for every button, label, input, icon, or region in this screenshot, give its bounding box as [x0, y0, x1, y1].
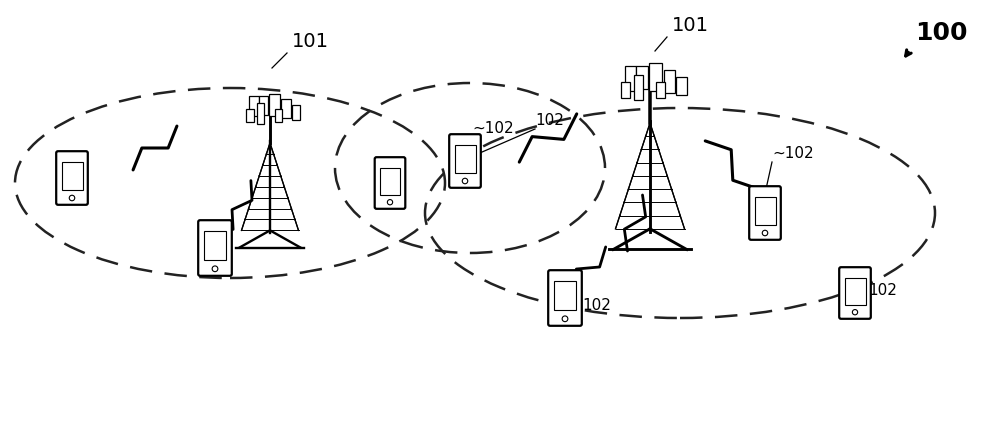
Bar — [454, 145, 476, 173]
Bar — [844, 278, 866, 304]
FancyBboxPatch shape — [198, 220, 232, 276]
Bar — [246, 109, 254, 122]
Text: ~102: ~102 — [772, 146, 814, 161]
FancyBboxPatch shape — [749, 186, 781, 240]
Bar — [636, 65, 648, 88]
Text: 102: 102 — [535, 113, 564, 128]
Circle shape — [212, 266, 218, 271]
Bar — [259, 96, 268, 114]
Circle shape — [69, 195, 75, 201]
FancyBboxPatch shape — [449, 134, 481, 188]
Bar — [649, 63, 662, 91]
FancyBboxPatch shape — [375, 157, 405, 209]
Text: 101: 101 — [672, 16, 709, 35]
Circle shape — [852, 310, 858, 315]
Bar — [204, 231, 226, 261]
Bar — [257, 103, 264, 124]
Bar — [676, 77, 687, 95]
Bar — [281, 99, 291, 118]
Bar — [62, 162, 82, 190]
Bar — [664, 70, 675, 93]
FancyBboxPatch shape — [56, 151, 88, 205]
Bar — [249, 96, 259, 116]
Text: 100: 100 — [915, 21, 968, 45]
Circle shape — [762, 230, 768, 236]
Bar — [656, 81, 665, 98]
Bar — [621, 81, 630, 98]
Text: 102: 102 — [582, 298, 611, 313]
Text: ~102: ~102 — [472, 121, 514, 136]
Circle shape — [562, 316, 568, 322]
Circle shape — [387, 200, 393, 205]
Text: 101: 101 — [292, 32, 329, 51]
Bar — [275, 109, 282, 122]
Bar — [755, 197, 776, 225]
FancyBboxPatch shape — [839, 267, 871, 319]
FancyBboxPatch shape — [548, 270, 582, 326]
Bar — [625, 65, 636, 91]
Bar — [554, 281, 576, 310]
Circle shape — [462, 178, 468, 184]
Text: 102: 102 — [868, 283, 897, 298]
Bar — [634, 75, 643, 100]
Bar — [269, 94, 280, 116]
Bar — [380, 168, 400, 194]
Bar — [292, 105, 300, 120]
